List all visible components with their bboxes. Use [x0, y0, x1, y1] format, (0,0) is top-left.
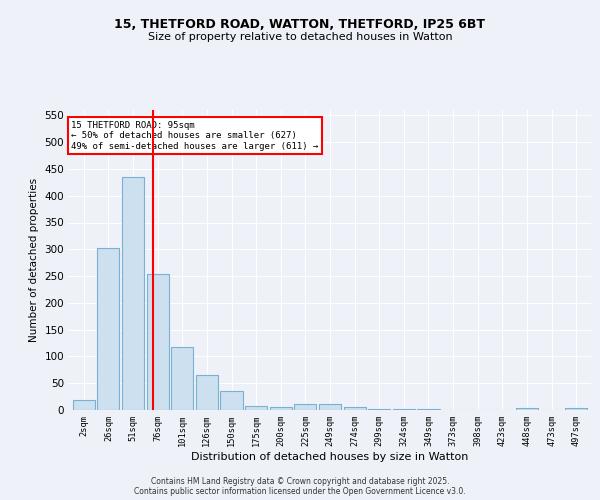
- Bar: [344, 408, 366, 410]
- Bar: [294, 404, 316, 410]
- Bar: [196, 375, 218, 410]
- Text: 15 THETFORD ROAD: 95sqm
← 50% of detached houses are smaller (627)
49% of semi-d: 15 THETFORD ROAD: 95sqm ← 50% of detache…: [71, 120, 319, 150]
- Bar: [245, 406, 267, 410]
- Bar: [171, 347, 193, 410]
- Bar: [565, 408, 587, 410]
- Bar: [269, 407, 292, 410]
- Bar: [122, 177, 144, 410]
- Bar: [368, 409, 391, 410]
- Text: Size of property relative to detached houses in Watton: Size of property relative to detached ho…: [148, 32, 452, 42]
- Bar: [73, 400, 95, 410]
- Bar: [319, 404, 341, 410]
- Bar: [393, 409, 415, 410]
- Bar: [97, 248, 119, 410]
- X-axis label: Distribution of detached houses by size in Watton: Distribution of detached houses by size …: [191, 452, 469, 462]
- Bar: [516, 408, 538, 410]
- Text: 15, THETFORD ROAD, WATTON, THETFORD, IP25 6BT: 15, THETFORD ROAD, WATTON, THETFORD, IP2…: [115, 18, 485, 30]
- Bar: [220, 391, 242, 410]
- Y-axis label: Number of detached properties: Number of detached properties: [29, 178, 39, 342]
- Bar: [146, 274, 169, 410]
- Text: Contains public sector information licensed under the Open Government Licence v3: Contains public sector information licen…: [134, 488, 466, 496]
- Text: Contains HM Land Registry data © Crown copyright and database right 2025.: Contains HM Land Registry data © Crown c…: [151, 478, 449, 486]
